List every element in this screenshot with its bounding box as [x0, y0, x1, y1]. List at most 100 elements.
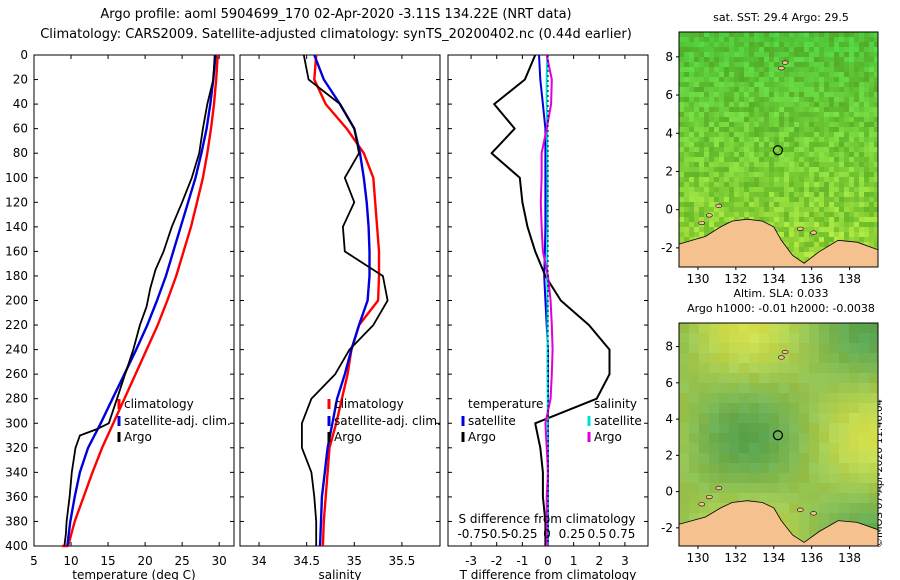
map-ytick-label: 4	[665, 412, 673, 426]
map-cell	[784, 112, 789, 117]
map-cell	[704, 107, 709, 112]
map-cell	[814, 192, 819, 197]
map-cell	[794, 42, 799, 47]
map-cell	[834, 127, 839, 132]
map-cell	[719, 373, 729, 383]
map-cell	[829, 473, 839, 483]
map-cell	[709, 503, 719, 513]
map-cell	[834, 182, 839, 187]
map-cell	[809, 232, 814, 237]
map-cell	[749, 433, 759, 443]
map-cell	[719, 383, 729, 393]
map-cell	[854, 137, 859, 142]
map-cell	[689, 463, 699, 473]
map-cell	[859, 67, 864, 72]
map-cell	[709, 333, 719, 343]
map-cell	[804, 147, 809, 152]
map-cell	[769, 393, 779, 403]
map-cell	[839, 107, 844, 112]
map-cell	[689, 172, 694, 177]
map-cell	[874, 92, 878, 97]
depth-tick-label: 340	[5, 465, 28, 479]
map-cell	[784, 97, 789, 102]
map-cell	[799, 47, 804, 52]
map-cell	[849, 77, 854, 82]
map-cell	[824, 177, 829, 182]
island	[796, 507, 804, 512]
map-cell	[789, 127, 794, 132]
map-ytick-label: 6	[665, 88, 673, 102]
map-cell	[684, 237, 689, 242]
map-cell	[724, 192, 729, 197]
map-cell	[809, 137, 814, 142]
map-cell	[829, 323, 839, 333]
map-cell	[859, 423, 869, 433]
map-cell	[759, 142, 764, 147]
map-cell	[764, 172, 769, 177]
map-cell	[809, 187, 814, 192]
legend-item-t-argo: Argo	[468, 430, 496, 444]
map-cell	[729, 127, 734, 132]
map-cell	[804, 82, 809, 87]
map-cell	[704, 182, 709, 187]
map-cell	[754, 137, 759, 142]
map-cell	[819, 403, 829, 413]
map-cell	[724, 72, 729, 77]
map-cell	[839, 82, 844, 87]
map-cell	[684, 52, 689, 57]
map-cell	[764, 197, 769, 202]
map-cell	[759, 187, 764, 192]
map-cell	[714, 162, 719, 167]
map-cell	[824, 202, 829, 207]
map-cell	[714, 122, 719, 127]
map-cell	[864, 177, 869, 182]
map-cell	[824, 142, 829, 147]
map-cell	[794, 157, 799, 162]
map-cell	[849, 443, 859, 453]
map-cell	[769, 157, 774, 162]
map-cell	[759, 102, 764, 107]
map-cell	[869, 182, 874, 187]
map-cell	[829, 212, 834, 217]
map-cell	[814, 207, 819, 212]
map-cell	[739, 463, 749, 473]
map-cell	[809, 47, 814, 52]
map-cell	[819, 132, 824, 137]
map-frame	[678, 31, 879, 268]
map-cell	[739, 42, 744, 47]
map-cell	[714, 127, 719, 132]
map-cell	[839, 237, 844, 242]
map-cell	[749, 112, 754, 117]
temperature-xtick-label: 25	[175, 554, 190, 568]
map-cell	[799, 252, 804, 257]
map-cell	[774, 107, 779, 112]
map-cell	[739, 107, 744, 112]
map-cell	[799, 62, 804, 67]
map-cell	[819, 67, 824, 72]
map-cell	[849, 122, 854, 127]
map-cell	[859, 37, 864, 42]
map-cell	[709, 67, 714, 72]
map-cell	[839, 192, 844, 197]
map-cell	[819, 77, 824, 82]
map-cell	[724, 202, 729, 207]
map-cell	[789, 393, 799, 403]
map-cell	[849, 393, 859, 403]
map-cell	[864, 212, 869, 217]
map-cell	[774, 112, 779, 117]
map-cell	[759, 157, 764, 162]
map-cell	[759, 117, 764, 122]
map-cell	[829, 363, 839, 373]
map-cell	[869, 122, 874, 127]
map-cell	[704, 172, 709, 177]
map-cell	[739, 197, 744, 202]
map-cell	[699, 77, 704, 82]
map-cell	[829, 162, 834, 167]
map-cell	[694, 122, 699, 127]
map-cell	[684, 37, 689, 42]
map-cell	[819, 167, 824, 172]
map-cell	[814, 202, 819, 207]
map-cell	[694, 167, 699, 172]
map-cell	[754, 147, 759, 152]
